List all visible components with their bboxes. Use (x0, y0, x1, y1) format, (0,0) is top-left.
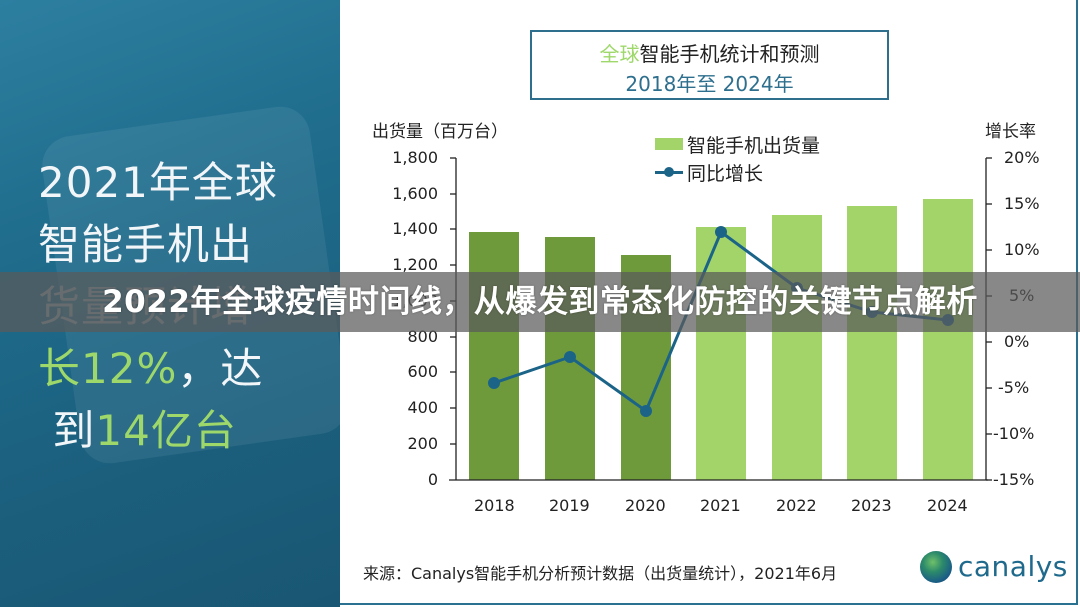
headline-text: 到 (52, 406, 96, 455)
bar-swatch-icon (655, 138, 683, 150)
x-tick: 2021 (700, 496, 741, 515)
y-tick: 1,600 (392, 184, 438, 203)
x-tick: 2024 (927, 496, 968, 515)
y2-tick: -15% (993, 470, 1035, 489)
x-tick: 2020 (625, 496, 666, 515)
canalys-logo: canalys (920, 550, 1068, 583)
y2-tick: 15% (1004, 194, 1040, 213)
growth-figure: 长12% (38, 344, 178, 393)
globe-icon (920, 550, 952, 583)
headline-text: ，达 (177, 344, 264, 393)
chart-subtitle: 2018年至 2024年 (625, 72, 794, 96)
y2-tick: -5% (998, 378, 1030, 397)
article-title-banner[interactable]: 2022年全球疫情时间线，从爆发到常态化防控的关键节点解析 (102, 284, 978, 320)
x-tick: 2018 (474, 496, 515, 515)
logo-text: canalys (958, 550, 1068, 583)
y-tick: 0 (427, 470, 438, 489)
legend-label: 智能手机出货量 (687, 134, 821, 157)
y2-tick: 10% (1004, 240, 1040, 259)
y-tick: 600 (407, 362, 438, 381)
headline-line-5: 到14亿台 (38, 400, 338, 462)
chart-title-box: 全球智能手机统计和预测 2018年至 2024年 (530, 30, 889, 100)
y-tick: 1,800 (392, 148, 438, 167)
y2-tick: 0% (1004, 332, 1030, 351)
chart-legend: 智能手机出货量 同比增长 (655, 130, 820, 186)
bar-2021 (696, 227, 746, 480)
y-axis-title: 出货量（百万台） (372, 122, 508, 142)
y-tick: 200 (407, 434, 438, 453)
bars (469, 199, 973, 480)
shipment-figure: 14亿台 (95, 406, 237, 455)
title-main: 智能手机统计和预测 (639, 42, 820, 66)
y-tick: 1,200 (392, 255, 438, 274)
y2-axis-title: 增长率 (985, 122, 1036, 142)
x-tick: 2023 (851, 496, 892, 515)
title-accent: 全球 (599, 42, 640, 66)
y-tick: 400 (407, 398, 438, 417)
bar-2022 (772, 215, 822, 480)
title-banner-background (0, 272, 1080, 332)
x-tick: 2022 (776, 496, 817, 515)
headline-line-2: 智能手机出 (38, 220, 254, 269)
y2-tick: 20% (1004, 148, 1040, 167)
legend-item-shipments: 智能手机出货量 (655, 130, 820, 158)
bar-2023 (847, 206, 897, 480)
y-tick: 1,400 (392, 219, 438, 238)
y2-tick: -10% (993, 424, 1035, 443)
headline-line-1: 2021年全球 (38, 158, 278, 207)
x-tick: 2019 (549, 496, 590, 515)
bar-2024 (923, 199, 973, 480)
bar-2018 (469, 232, 519, 480)
legend-label: 同比增长 (687, 162, 764, 185)
chart-title: 全球智能手机统计和预测 (532, 38, 887, 67)
legend-item-growth: 同比增长 (655, 158, 820, 186)
headline-line-4: 长12%，达 (38, 338, 338, 400)
source-note: 来源：Canalys智能手机分析预计数据（出货量统计），2021年6月 (363, 564, 838, 583)
line-marker-icon (655, 166, 683, 178)
